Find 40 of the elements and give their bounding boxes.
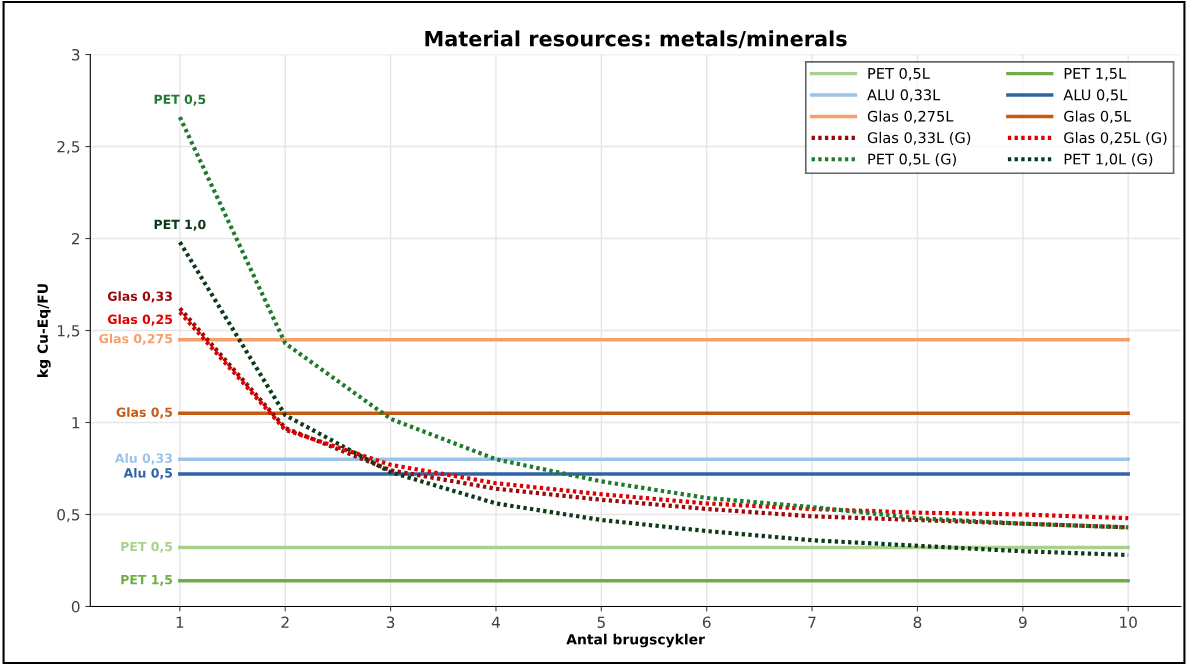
x-tick-label: 7: [808, 616, 816, 628]
legend-label: PET 0,5L (G): [868, 153, 956, 167]
legend-label: Glas 0,5L: [1064, 110, 1132, 124]
y-tick-label: 1,5: [57, 325, 80, 339]
annotation: Glas 0,33: [107, 291, 172, 303]
x-tick-label: 6: [702, 616, 711, 629]
annotation: Alu 0,33: [114, 453, 172, 465]
legend-label: ALU 0,5L: [1063, 89, 1128, 102]
annotation: PET 1,0: [154, 219, 206, 231]
x-tick-label: 5: [597, 616, 605, 629]
legend-label: PET 1,5L: [1064, 68, 1127, 81]
annotation: PET 0,5: [154, 94, 206, 106]
x-tick-label: 8: [913, 616, 922, 629]
x-tick-label: 2: [281, 616, 289, 628]
annotation: Glas 0,275: [99, 333, 173, 345]
y-tick-label: 0,5: [57, 508, 80, 523]
annotation: Glas 0,25: [107, 314, 173, 326]
y-tick-label: 2: [71, 232, 80, 245]
x-tick-label: 9: [1018, 616, 1027, 629]
x-tick-label: 4: [491, 616, 500, 628]
annotation: Glas 0,5: [116, 407, 173, 419]
y-axis-title: kg Cu-Eq/FU: [37, 284, 51, 377]
legend-label: PET 1,0L (G): [1064, 153, 1153, 167]
legend-label: ALU 0,33L: [867, 89, 941, 102]
annotation: PET 0,5: [121, 541, 173, 553]
legend-label: Glas 0,25L (G): [1064, 131, 1167, 145]
y-tick-label: 1: [72, 417, 80, 429]
y-tick-label: 3: [72, 49, 80, 61]
legend-label: PET 0,5L: [868, 67, 930, 81]
legend-label: Glas 0,275L: [867, 110, 954, 124]
annotation: Alu 0,5: [123, 467, 173, 480]
y-tick-label: 0: [71, 600, 80, 613]
legend-label: Glas 0,33L (G): [867, 131, 971, 145]
y-tick-label: 2,5: [57, 140, 80, 155]
x-tick-label: 10: [1120, 616, 1137, 629]
chart-title: Material resources: metals/minerals: [425, 30, 847, 49]
x-tick-label: 3: [386, 616, 395, 629]
annotation: PET 1,5: [121, 575, 173, 586]
x-axis-title: Antal brugscykler: [566, 633, 705, 648]
x-tick-label: 1: [176, 616, 184, 628]
